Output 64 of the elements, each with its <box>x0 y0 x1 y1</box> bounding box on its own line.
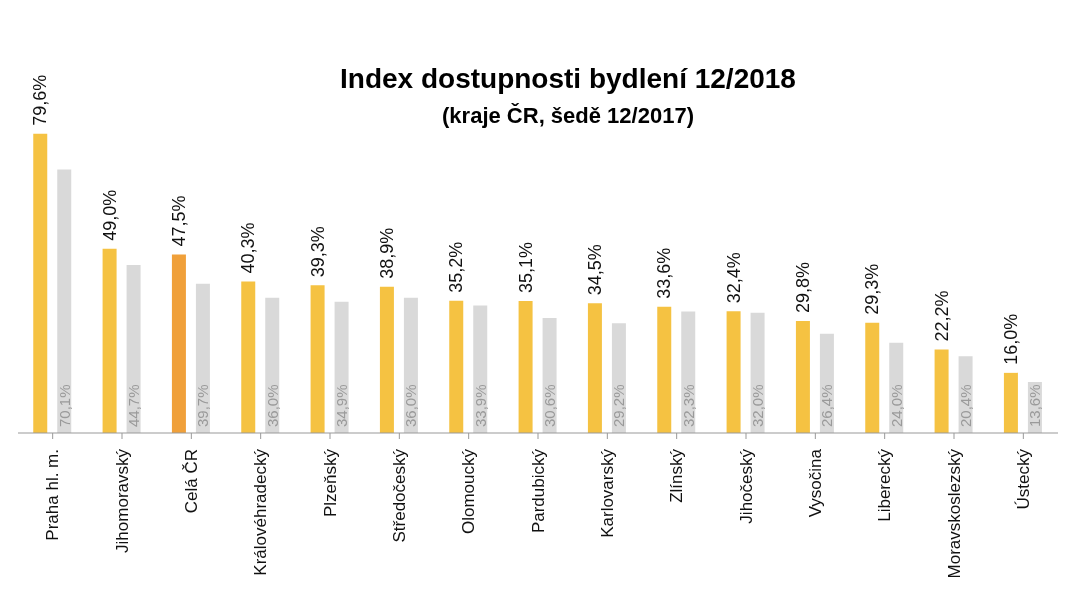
bar <box>379 286 394 433</box>
data-label: 70,1% <box>55 384 73 427</box>
data-label: 36,0% <box>263 384 281 427</box>
bar <box>934 349 949 433</box>
x-tick-label: Jihočeský <box>736 448 756 524</box>
bar <box>171 254 186 433</box>
data-label: 29,8% <box>792 261 813 313</box>
x-tick-label: Jihomoravský <box>112 448 132 553</box>
data-label: 35,2% <box>446 241 467 293</box>
x-tick-label: Moravskoslezský <box>944 448 964 579</box>
data-label: 44,7% <box>125 384 143 427</box>
data-label: 32,0% <box>749 384 767 427</box>
data-label: 34,9% <box>333 384 351 427</box>
bar <box>241 281 256 433</box>
x-tick-label: Středočeský <box>389 448 409 543</box>
data-label: 36,0% <box>402 384 420 427</box>
x-tick-label: Liberecký <box>875 448 895 522</box>
data-label: 32,4% <box>723 252 744 304</box>
bar <box>449 300 464 433</box>
data-label: 39,7% <box>194 384 212 427</box>
bar <box>33 133 48 433</box>
chart-title: Index dostupnosti bydlení 12/2018 <box>339 63 797 95</box>
x-tick-label: Vysočina <box>805 448 825 518</box>
bar <box>57 169 72 433</box>
data-label: 16,0% <box>1000 313 1021 365</box>
data-label: 33,9% <box>471 384 489 427</box>
bar <box>1003 372 1018 433</box>
data-label: 24,0% <box>887 384 905 427</box>
data-label: 38,9% <box>376 227 397 279</box>
x-tick-label: Královéhradecký <box>251 448 271 576</box>
data-label: 29,2% <box>610 384 628 427</box>
bar <box>102 248 117 433</box>
data-label: 33,6% <box>654 247 675 299</box>
bar <box>726 311 741 433</box>
data-label: 32,3% <box>679 384 697 427</box>
bar <box>587 303 602 433</box>
data-label: 30,6% <box>541 384 559 427</box>
data-label: 49,0% <box>99 189 120 241</box>
bar <box>310 285 325 433</box>
x-tick-label: Zlínský <box>667 448 687 503</box>
bar <box>657 306 672 433</box>
x-tick-label: Karlovarský <box>597 448 617 538</box>
bar <box>795 320 810 433</box>
data-label: 20,4% <box>957 384 975 427</box>
data-label: 26,4% <box>818 384 836 427</box>
data-label: 40,3% <box>238 222 259 274</box>
data-label: 22,2% <box>931 290 952 342</box>
bar <box>126 264 141 433</box>
x-tick-label: Praha hl. m. <box>43 449 63 541</box>
data-label: 13,6% <box>1026 384 1044 427</box>
x-tick-label: Ústecký <box>1013 448 1033 510</box>
bar <box>518 301 533 433</box>
data-label: 79,6% <box>30 74 51 126</box>
data-label: 35,1% <box>515 242 536 294</box>
data-label: 34,5% <box>584 244 605 296</box>
x-tick-label: Olomoucký <box>459 448 479 535</box>
chart-subtitle: (kraje ČR, šedě 12/2017) <box>441 103 695 129</box>
bar <box>865 322 880 433</box>
data-label: 47,5% <box>168 195 189 247</box>
data-label: 39,3% <box>307 226 328 278</box>
data-label: 29,3% <box>862 263 883 315</box>
x-tick-label: Pardubický <box>528 448 548 534</box>
x-tick-label: Plzeňský <box>320 448 340 518</box>
x-tick-label: Celá ČR <box>181 449 201 514</box>
